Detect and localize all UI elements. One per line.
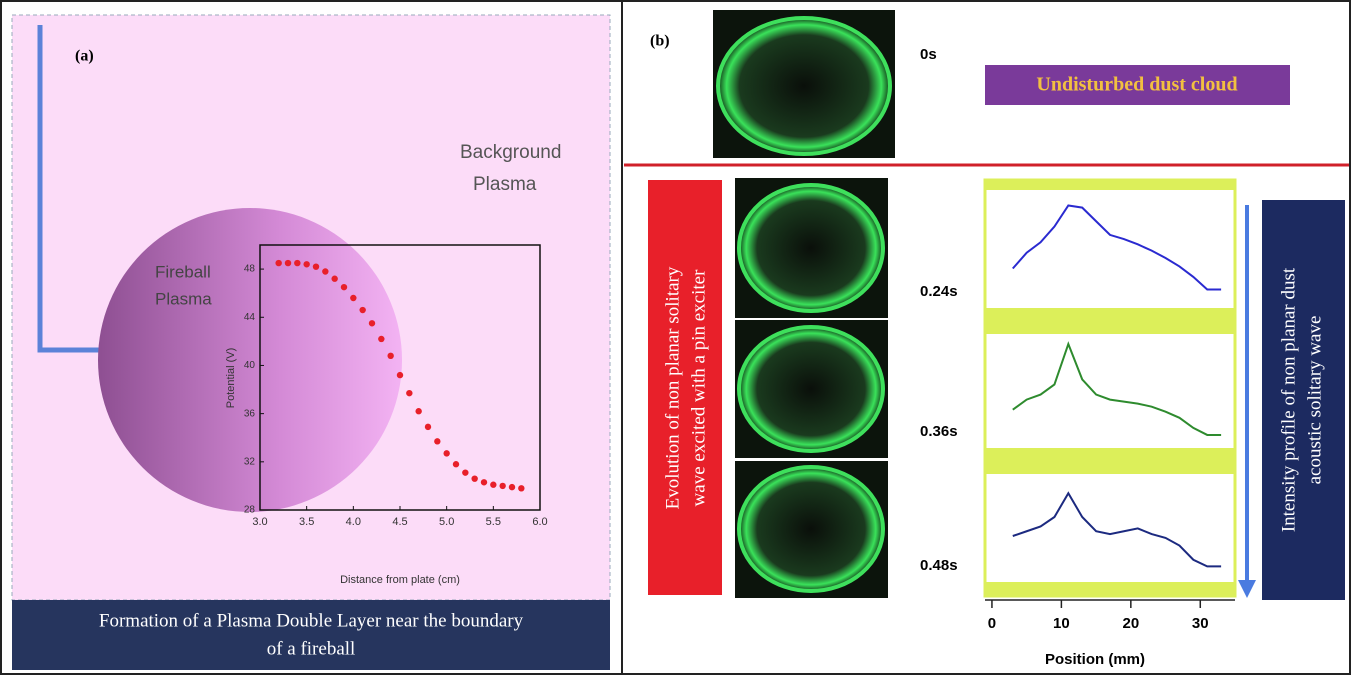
time-label: 0.36s [920,423,958,440]
panel-band [985,308,1235,322]
x-tick-label: 10 [1053,615,1070,632]
x-tick-label: 6.0 [532,516,547,528]
background-label: Plasma [473,174,537,195]
data-point [434,438,440,444]
panel-band [985,464,1235,474]
y-axis-label: Potential (V) [225,348,237,409]
panel-label: (b) [650,33,670,50]
data-point [490,482,496,488]
data-point [378,336,384,342]
page: (a) Background Plasma Fireball Plasma Di… [0,0,1351,680]
evolution-label: Evolution of non planar solitary [662,266,683,509]
dust-ring [739,467,883,591]
data-point [285,260,291,266]
background-label: Background [460,142,561,163]
data-point [303,261,309,267]
dust-ring [739,327,883,451]
data-point [313,263,319,269]
y-tick-label: 28 [244,505,256,516]
fireball-label: Fireball [155,262,211,281]
data-point [481,479,487,485]
y-tick-label: 32 [244,456,256,467]
figure: (a) Background Plasma Fireball Plasma Di… [0,0,1351,675]
intensity-label: Intensity profile of non planar dust [1278,267,1299,532]
x-tick-label: 20 [1122,615,1139,632]
data-point [331,276,337,282]
data-point [397,372,403,378]
intensity-label: acoustic solitary wave [1304,316,1325,485]
data-point [499,483,505,489]
dust-ring [739,185,883,311]
data-point [322,268,328,274]
x-tick-label: 4.0 [346,516,361,528]
time-label: 0s [920,46,937,63]
time-label: 0.24s [920,283,958,300]
evolution-label: wave excited with a pin exciter [688,269,709,507]
panel-label: (a) [75,48,94,65]
x-tick-label: 5.5 [486,516,501,528]
data-point [350,295,356,301]
panel-band [985,448,1235,462]
data-point [341,284,347,290]
time-label: 0.48s [920,557,958,574]
panel-bg [985,324,1235,462]
y-tick-label: 44 [244,312,256,323]
panel-bg [985,464,1235,596]
data-point [509,484,515,490]
data-point [425,424,431,430]
panel-band [985,582,1235,596]
data-point [415,408,421,414]
x-axis-label: Position (mm) [1045,651,1145,668]
evolution-box [648,180,722,595]
data-point [518,485,524,491]
data-point [369,320,375,326]
y-tick-label: 40 [244,360,256,371]
x-tick-label: 3.5 [299,516,314,528]
data-point [387,353,393,359]
dust-images [735,178,888,598]
panel-bg [985,180,1235,322]
caption: Formation of a Plasma Double Layer near … [99,610,524,631]
data-point [275,260,281,266]
dust-ring [718,18,890,154]
panel-band [985,180,1235,190]
y-tick-label: 48 [244,264,256,275]
x-tick-label: 3.0 [252,516,267,528]
x-tick-label: 5.0 [439,516,454,528]
y-tick-label: 36 [244,408,256,419]
fireball-label: Plasma [155,289,212,308]
panel-band [985,324,1235,334]
x-axis-label: Distance from plate (cm) [340,574,460,586]
x-tick-label: 0 [988,615,996,632]
data-point [294,260,300,266]
caption: of a fireball [267,638,356,659]
data-point [462,469,468,475]
data-point [406,390,412,396]
x-tick-label: 4.5 [392,516,407,528]
data-point [453,461,459,467]
data-point [359,307,365,313]
data-point [443,450,449,456]
data-point [471,475,477,481]
x-tick-label: 30 [1192,615,1209,632]
undisturbed-label: Undisturbed dust cloud [1036,74,1237,96]
